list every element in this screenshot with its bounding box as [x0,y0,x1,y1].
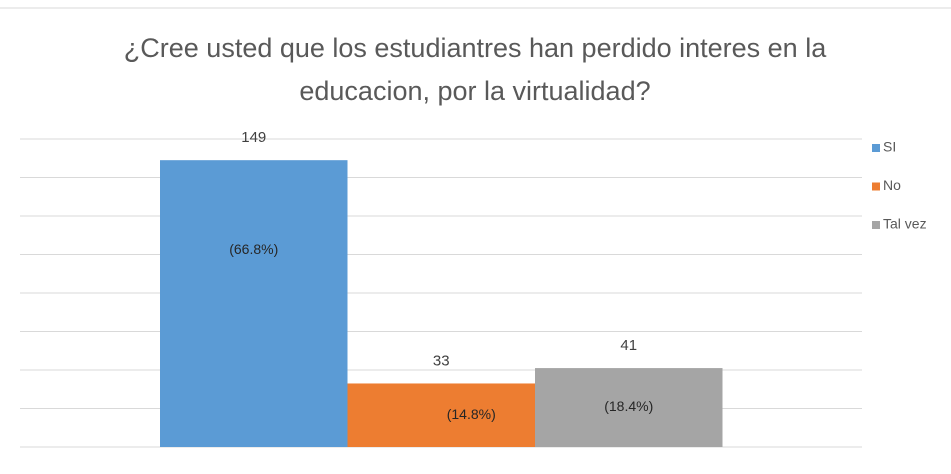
value-label: 33 [433,352,450,369]
legend-label: Tal vez [883,216,927,232]
chart-title: educacion, por la virtualidad? [299,76,650,106]
percent-label: (66.8%) [229,241,278,257]
legend-swatch [872,221,880,229]
percent-label: (18.4%) [604,398,653,414]
chart-title: ¿Cree usted que los estudiantres han per… [124,33,827,63]
value-label: 41 [620,337,637,354]
legend-swatch [872,182,880,191]
bar [535,368,723,447]
legend-label: No [883,177,901,193]
value-label: 149 [241,129,266,146]
bar [160,160,348,448]
bar [347,383,535,447]
legend-swatch [872,144,880,152]
percent-label: (14.8%) [447,406,496,422]
legend-label: SI [883,139,896,155]
